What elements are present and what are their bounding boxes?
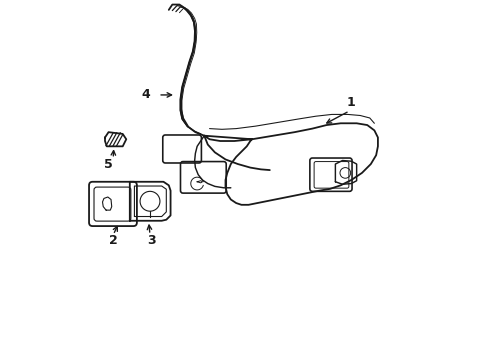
Text: 4: 4 xyxy=(142,89,150,102)
Text: 1: 1 xyxy=(347,95,356,108)
Text: 5: 5 xyxy=(104,158,113,171)
Text: 3: 3 xyxy=(147,234,155,247)
Text: 2: 2 xyxy=(109,234,118,247)
